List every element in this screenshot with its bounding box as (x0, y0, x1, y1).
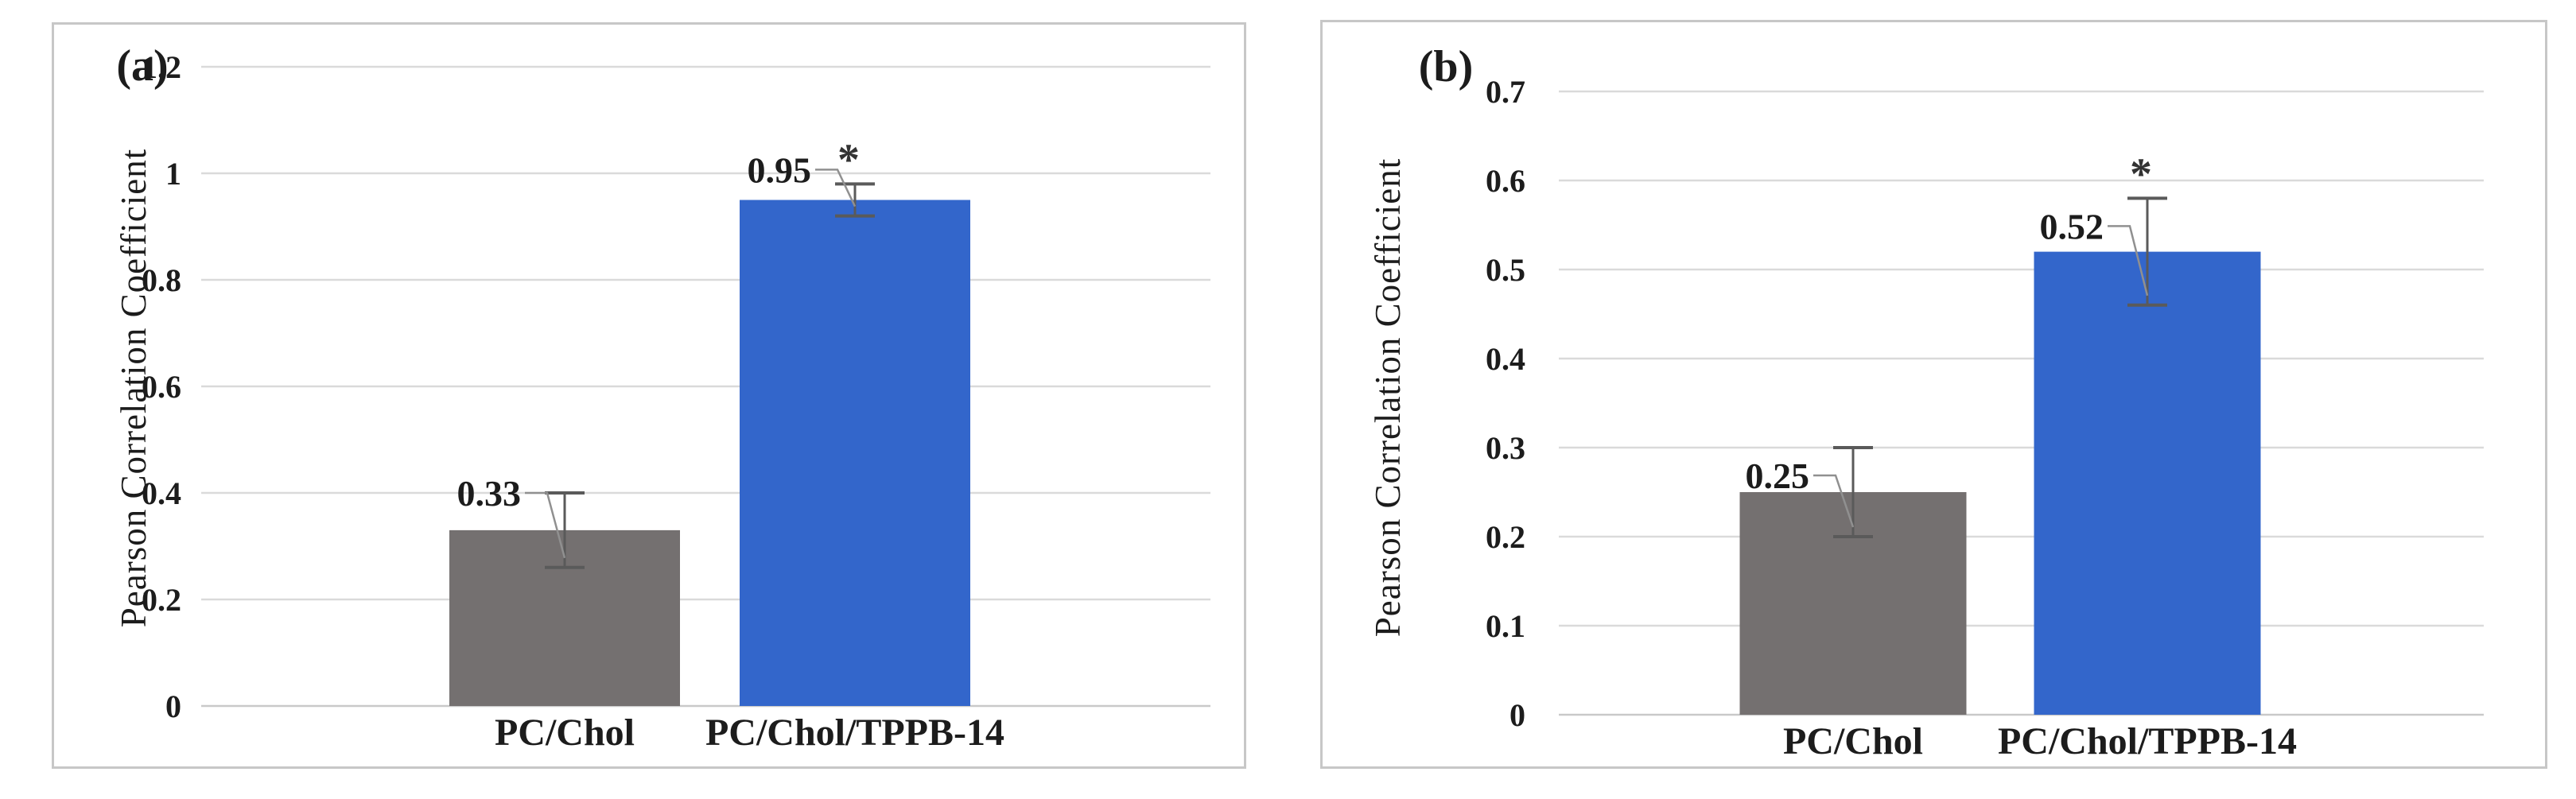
y-tick-label: 1.2 (142, 49, 181, 85)
value-label: 0.95 (748, 150, 812, 191)
y-tick-label: 0.1 (1486, 608, 1525, 644)
bar-1 (2034, 251, 2261, 716)
significance-asterisk: * (837, 135, 860, 184)
panel-b: (b) Pearson Correlation Coefficient 0 0.1… (1320, 20, 2547, 769)
value-label: 0.33 (457, 473, 522, 514)
y-tick-label: 0.5 (1486, 252, 1525, 288)
y-tick-label: 0.6 (1486, 163, 1525, 199)
y-tick-label: 0.6 (142, 369, 181, 405)
value-leader-line (815, 169, 857, 208)
y-tick-label: 0.2 (1486, 519, 1525, 555)
category-label: PC/Chol (495, 712, 635, 754)
y-tick-label: 0.3 (1486, 430, 1525, 466)
y-tick-label: 0.7 (1486, 74, 1525, 110)
value-leader-line (2108, 225, 2149, 297)
category-label: PC/Chol/TPPB-14 (705, 712, 1004, 754)
bar-1 (740, 200, 970, 706)
y-tick-label: 0.8 (142, 262, 181, 298)
y-tick-label: 0 (1509, 697, 1525, 733)
y-tick-label: 0.2 (142, 582, 181, 618)
panel-a: (a) Pearson Correlation Coefficient 0 0.2… (52, 22, 1246, 769)
value-label: 0.25 (1746, 456, 1810, 496)
category-label: PC/Chol/TPPB-14 (1998, 720, 2297, 762)
y-tick-label: 0 (165, 688, 181, 724)
bar-chart-b: 0 0.1 0.2 0.3 0.4 0.5 0.6 0.7 0.25 PC/Chol 0.52 * PC… (1486, 74, 2484, 762)
significance-asterisk: * (2130, 149, 2152, 199)
panel-label-a: (a) (116, 41, 169, 91)
value-leader-line (1813, 474, 1855, 528)
y-tick-label: 0.4 (142, 475, 181, 511)
y-tick-label: 1 (165, 156, 181, 192)
value-label: 0.52 (2040, 207, 2104, 247)
y-tick-label: 0.4 (1486, 341, 1525, 377)
value-leader-line (525, 491, 566, 559)
category-label: PC/Chol (1783, 720, 1923, 762)
bar-chart-a: 0 0.2 0.4 0.6 0.8 1 1.2 0.33 PC/Chol 0.95 * PC/Chol… (142, 49, 1210, 754)
panel-label-b: (b) (1418, 42, 1474, 91)
